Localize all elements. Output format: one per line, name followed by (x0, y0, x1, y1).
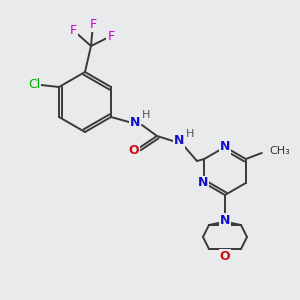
Text: O: O (220, 250, 230, 262)
Text: Cl: Cl (28, 79, 40, 92)
Text: N: N (220, 140, 230, 154)
Text: N: N (174, 134, 184, 148)
Text: F: F (69, 23, 76, 37)
Text: H: H (186, 129, 194, 139)
Text: O: O (129, 145, 139, 158)
Text: CH₃: CH₃ (270, 146, 290, 156)
Text: N: N (198, 176, 208, 190)
Text: F: F (107, 29, 115, 43)
Text: N: N (220, 214, 230, 226)
Text: F: F (89, 17, 97, 31)
Text: H: H (142, 110, 150, 120)
Text: N: N (130, 116, 140, 128)
